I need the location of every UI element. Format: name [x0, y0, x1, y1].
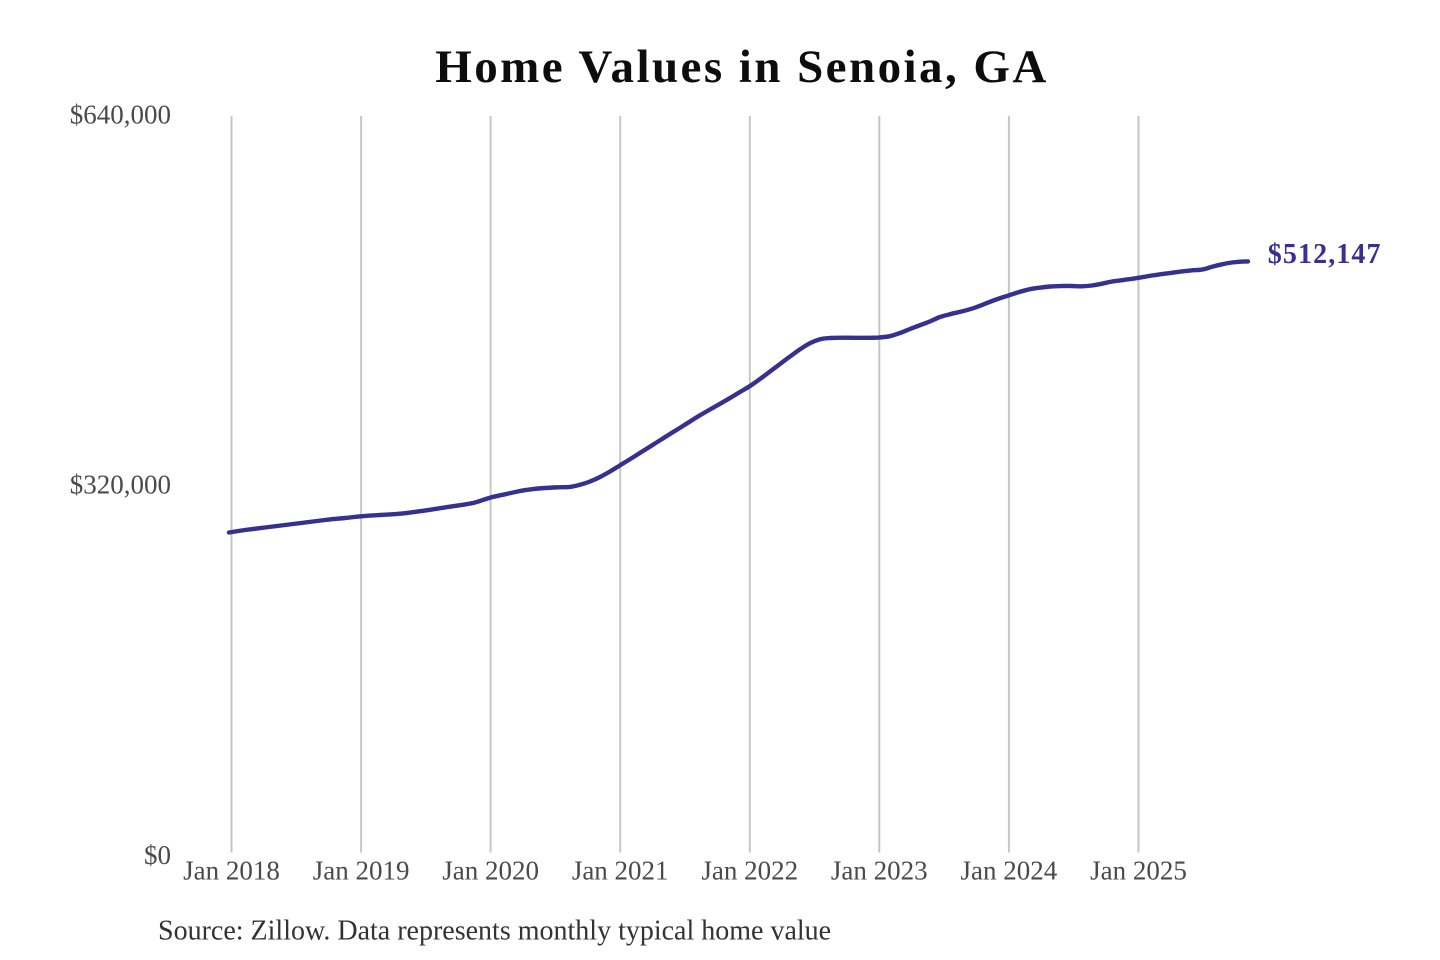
svg-text:Source: Zillow. Data represent: Source: Zillow. Data represents monthly …	[158, 916, 831, 947]
svg-text:Jan 2018: Jan 2018	[183, 856, 280, 886]
svg-text:Jan 2022: Jan 2022	[701, 856, 798, 886]
svg-text:Jan 2025: Jan 2025	[1090, 856, 1187, 886]
svg-text:Jan 2024: Jan 2024	[961, 856, 1058, 886]
svg-text:$640,000: $640,000	[70, 99, 171, 129]
svg-text:Jan 2023: Jan 2023	[831, 856, 928, 886]
svg-text:Jan 2019: Jan 2019	[313, 856, 410, 886]
svg-text:$320,000: $320,000	[70, 470, 171, 500]
svg-text:Jan 2021: Jan 2021	[572, 856, 669, 886]
svg-text:Jan 2020: Jan 2020	[442, 856, 539, 886]
svg-text:$0: $0	[144, 840, 171, 870]
svg-text:$512,147: $512,147	[1268, 239, 1382, 270]
svg-text:Home Values in Senoia, GA: Home Values in Senoia, GA	[435, 41, 1049, 93]
